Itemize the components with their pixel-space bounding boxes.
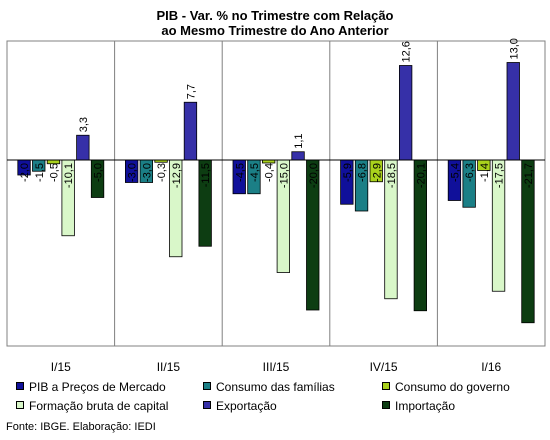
data-label: -18,5 — [386, 163, 398, 188]
data-label: -4,5 — [234, 163, 246, 182]
data-label: -0,4 — [264, 163, 276, 182]
legend-swatch — [382, 382, 390, 390]
legend-label: Formação bruta de capital — [29, 399, 169, 413]
legend-swatch — [382, 401, 390, 409]
x-tick-label: I/15 — [51, 360, 71, 374]
data-label: -6,3 — [464, 163, 476, 182]
chart-subtitle: ao Mesmo Trimestre do Ano Anterior — [161, 23, 389, 38]
data-label: -12,9 — [171, 163, 183, 188]
chart-title: PIB - Var. % no Trimestre com Relação — [156, 8, 394, 23]
data-label: -2,9 — [371, 163, 383, 182]
bar — [398, 65, 413, 161]
data-label: -5,0 — [93, 163, 105, 182]
data-label: 7,7 — [185, 84, 197, 99]
data-label: -20,0 — [308, 163, 320, 188]
bar — [76, 134, 90, 161]
data-label: -3,0 — [141, 163, 153, 182]
data-label: -1,4 — [479, 163, 491, 182]
data-label: -0,5 — [48, 163, 60, 182]
data-label: -15,0 — [278, 163, 290, 188]
bar — [183, 101, 198, 161]
data-label: -17,5 — [494, 163, 506, 188]
bar — [506, 62, 520, 161]
legend-label: Importação — [395, 399, 456, 413]
data-label: 1,1 — [293, 133, 305, 148]
data-label: -0,3 — [156, 163, 168, 182]
legend-label: Consumo do governo — [395, 380, 510, 394]
legend-label: Consumo das famílias — [216, 380, 335, 394]
bar — [291, 151, 305, 161]
legend-label: PIB a Preços de Mercado — [29, 380, 166, 394]
data-label: -21,7 — [523, 163, 535, 188]
plot-area — [6, 40, 546, 347]
data-label: -10,1 — [63, 163, 75, 188]
legend-label: Exportação — [216, 399, 277, 413]
x-tick-label: II/15 — [157, 360, 181, 374]
x-tick-label: IV/15 — [370, 360, 398, 374]
data-label: 12,6 — [401, 41, 413, 62]
data-label: -11,5 — [200, 163, 212, 187]
data-label: -3,0 — [127, 163, 139, 182]
x-tick-label: I/16 — [481, 360, 501, 374]
data-label: -4,5 — [249, 163, 261, 182]
data-label: 13,0 — [508, 38, 520, 59]
data-label: -1,5 — [34, 163, 46, 182]
legend-swatch — [203, 382, 211, 390]
legend-swatch — [16, 401, 24, 409]
legend-swatch — [16, 382, 24, 390]
legend-swatch — [203, 401, 211, 409]
x-tick-label: III/15 — [263, 360, 290, 374]
chart-source: Fonte: IBGE. Elaboração: IEDI — [6, 421, 156, 433]
data-label: -5,4 — [449, 163, 461, 182]
data-label: -5,9 — [342, 163, 354, 182]
data-label: -2,0 — [19, 163, 31, 182]
data-label: -6,8 — [357, 163, 369, 182]
data-label: -20,1 — [415, 163, 427, 188]
data-label: 3,3 — [78, 117, 90, 132]
